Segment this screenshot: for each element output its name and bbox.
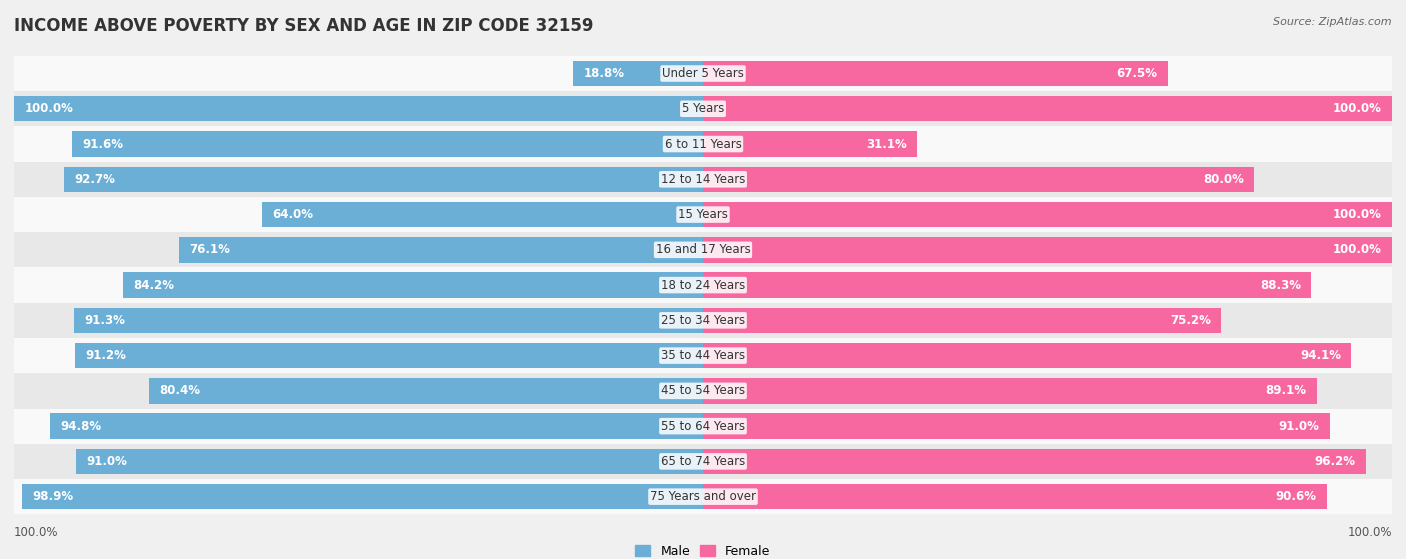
Bar: [14, 56, 1392, 91]
Bar: [14, 197, 1392, 232]
Bar: [75, 343, 703, 368]
Bar: [14, 444, 1392, 479]
Text: 91.6%: 91.6%: [83, 138, 124, 150]
Bar: [703, 131, 917, 157]
Text: 76.1%: 76.1%: [188, 243, 231, 257]
Bar: [14, 409, 1392, 444]
Text: 98.9%: 98.9%: [32, 490, 73, 503]
Bar: [703, 414, 1330, 439]
Bar: [703, 378, 1317, 404]
Text: 94.1%: 94.1%: [1301, 349, 1341, 362]
Text: 12 to 14 Years: 12 to 14 Years: [661, 173, 745, 186]
Text: 45 to 54 Years: 45 to 54 Years: [661, 385, 745, 397]
Bar: [703, 237, 1392, 263]
Text: 15 Years: 15 Years: [678, 208, 728, 221]
Text: 80.4%: 80.4%: [159, 385, 201, 397]
Bar: [14, 91, 1392, 126]
Bar: [703, 272, 1312, 298]
Text: 91.0%: 91.0%: [1278, 420, 1320, 433]
Bar: [14, 96, 703, 121]
Bar: [703, 449, 1365, 474]
Text: 55 to 64 Years: 55 to 64 Years: [661, 420, 745, 433]
Text: 94.8%: 94.8%: [60, 420, 101, 433]
Bar: [574, 61, 703, 86]
Bar: [14, 479, 1392, 514]
Text: INCOME ABOVE POVERTY BY SEX AND AGE IN ZIP CODE 32159: INCOME ABOVE POVERTY BY SEX AND AGE IN Z…: [14, 17, 593, 35]
Bar: [703, 96, 1392, 121]
Bar: [14, 126, 1392, 162]
Text: 90.6%: 90.6%: [1275, 490, 1317, 503]
Text: 75.2%: 75.2%: [1170, 314, 1211, 327]
Text: 64.0%: 64.0%: [273, 208, 314, 221]
Text: 88.3%: 88.3%: [1260, 278, 1301, 292]
Text: 100.0%: 100.0%: [14, 527, 59, 539]
Text: 91.0%: 91.0%: [86, 455, 128, 468]
Bar: [703, 307, 1220, 333]
Text: 18 to 24 Years: 18 to 24 Years: [661, 278, 745, 292]
Text: 18.8%: 18.8%: [583, 67, 624, 80]
Bar: [14, 232, 1392, 267]
Text: 84.2%: 84.2%: [134, 278, 174, 292]
Bar: [703, 343, 1351, 368]
Bar: [21, 484, 703, 509]
Bar: [14, 303, 1392, 338]
Text: 67.5%: 67.5%: [1116, 67, 1157, 80]
Bar: [262, 202, 703, 228]
Text: 92.7%: 92.7%: [75, 173, 115, 186]
Bar: [703, 202, 1392, 228]
Text: 96.2%: 96.2%: [1315, 455, 1355, 468]
Bar: [72, 131, 703, 157]
Bar: [703, 484, 1327, 509]
Text: 25 to 34 Years: 25 to 34 Years: [661, 314, 745, 327]
Bar: [149, 378, 703, 404]
Text: Under 5 Years: Under 5 Years: [662, 67, 744, 80]
Bar: [49, 414, 703, 439]
Bar: [14, 338, 1392, 373]
Text: 80.0%: 80.0%: [1204, 173, 1244, 186]
Text: 5 Years: 5 Years: [682, 102, 724, 115]
Bar: [75, 307, 703, 333]
Text: 31.1%: 31.1%: [866, 138, 907, 150]
Text: Source: ZipAtlas.com: Source: ZipAtlas.com: [1274, 17, 1392, 27]
Bar: [14, 267, 1392, 303]
Text: 16 and 17 Years: 16 and 17 Years: [655, 243, 751, 257]
Text: 100.0%: 100.0%: [1333, 102, 1382, 115]
Bar: [703, 167, 1254, 192]
Bar: [14, 373, 1392, 409]
Text: 91.2%: 91.2%: [84, 349, 127, 362]
Text: 100.0%: 100.0%: [1333, 243, 1382, 257]
Bar: [122, 272, 703, 298]
Text: 89.1%: 89.1%: [1265, 385, 1306, 397]
Bar: [76, 449, 703, 474]
Text: 100.0%: 100.0%: [1333, 208, 1382, 221]
Text: 100.0%: 100.0%: [24, 102, 73, 115]
Bar: [14, 162, 1392, 197]
Bar: [703, 61, 1168, 86]
Text: 100.0%: 100.0%: [1347, 527, 1392, 539]
Text: 35 to 44 Years: 35 to 44 Years: [661, 349, 745, 362]
Text: 75 Years and over: 75 Years and over: [650, 490, 756, 503]
Text: 91.3%: 91.3%: [84, 314, 125, 327]
Legend: Male, Female: Male, Female: [630, 540, 776, 559]
Bar: [65, 167, 703, 192]
Text: 6 to 11 Years: 6 to 11 Years: [665, 138, 741, 150]
Bar: [179, 237, 703, 263]
Text: 65 to 74 Years: 65 to 74 Years: [661, 455, 745, 468]
